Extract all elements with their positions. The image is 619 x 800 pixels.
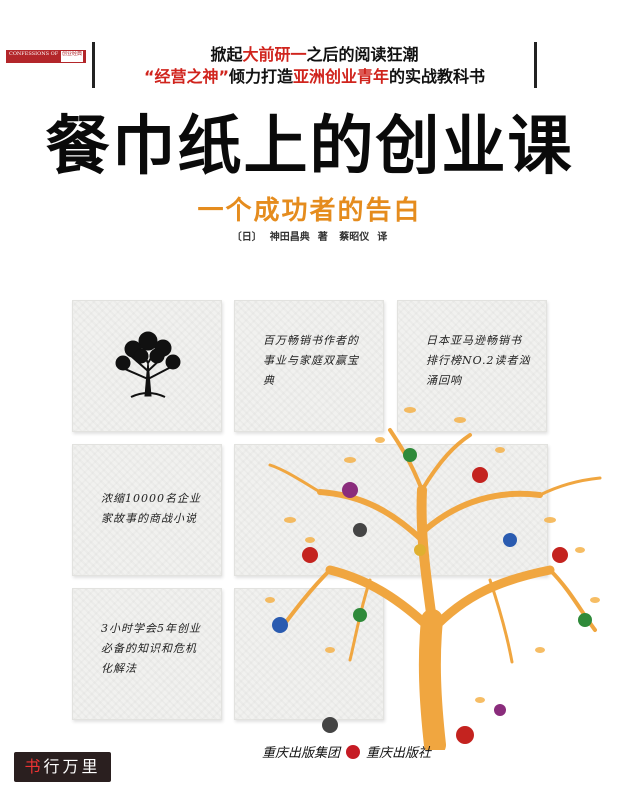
series-badge-tag: 创业经典 xyxy=(60,51,83,62)
publisher: 重庆出版集团 重庆出版社 xyxy=(262,742,431,761)
napkin-skills: 3小时学会5年创业必备的知识和危机化解法 xyxy=(72,588,222,720)
tagline-2-highlight-1: “经营之神” xyxy=(143,67,229,86)
napkin-tree xyxy=(72,300,222,432)
napkin-skills-text: 3小时学会5年创业必备的知识和危机化解法 xyxy=(101,622,201,675)
napkin-bestseller-text: 百万畅销书作者的事业与家庭双赢宝典 xyxy=(263,334,359,387)
tagline-2-post: 的实战教科书 xyxy=(389,67,486,86)
tagline-2-mid: 倾力打造 xyxy=(229,67,294,86)
napkin-story: 浓缩10000名企业家故事的商战小说 xyxy=(72,444,222,576)
publisher-logo-icon xyxy=(346,744,361,759)
napkin-story-text: 浓缩10000名企业家故事的商战小说 xyxy=(101,492,201,525)
napkin-blank xyxy=(234,444,548,576)
napkin-ranking-text: 日本亚马逊畅销书排行榜NO.2读者汹涌回响 xyxy=(426,334,531,387)
series-badge-text: CONFESSIONS OF xyxy=(9,51,59,57)
tagline-box: 掀起大前研一之后的阅读狂潮 “经营之神”倾力打造亚洲创业青年的实战教科书 xyxy=(92,42,537,88)
napkin-bestseller: 百万畅销书作者的事业与家庭双赢宝典 xyxy=(234,300,384,432)
golden-tree-illustration xyxy=(265,407,602,750)
credits: 〔日〕 神田昌典著 蔡昭仪译 xyxy=(0,228,619,243)
book-title: 餐巾纸上的创业课 xyxy=(45,109,574,184)
tagline-line-1: 掀起大前研一之后的阅读狂潮 xyxy=(95,44,534,66)
translator-role: 译 xyxy=(377,232,388,243)
tagline-2-highlight-2: 亚洲创业青年 xyxy=(293,67,390,86)
watermark-badge: 书行万里 xyxy=(14,752,111,782)
series-badge: CONFESSIONS OF 创业经典 xyxy=(6,50,86,63)
napkin-ranking: 日本亚马逊畅销书排行榜NO.2读者汹涌回响 xyxy=(397,300,547,432)
publisher-group: 重庆出版集团 xyxy=(262,746,341,761)
author-role: 著 xyxy=(317,232,328,243)
author-name: 神田昌典 xyxy=(269,232,310,243)
tagline-1-pre: 掀起 xyxy=(210,45,243,64)
author-prefix: 〔日〕 xyxy=(231,232,262,243)
watermark-rest: 行万里 xyxy=(43,757,101,776)
tagline-line-2: “经营之神”倾力打造亚洲创业青年的实战教科书 xyxy=(95,66,534,88)
translator-name: 蔡昭仪 xyxy=(339,232,370,243)
tagline-1-highlight: 大前研一 xyxy=(242,45,307,64)
publisher-press: 重庆出版社 xyxy=(366,746,432,761)
tree-icon xyxy=(115,331,181,398)
watermark-first-char: 书 xyxy=(24,757,44,776)
book-subtitle: 一个成功者的告白 xyxy=(197,196,422,226)
tagline-1-post: 之后的阅读狂潮 xyxy=(306,45,419,64)
